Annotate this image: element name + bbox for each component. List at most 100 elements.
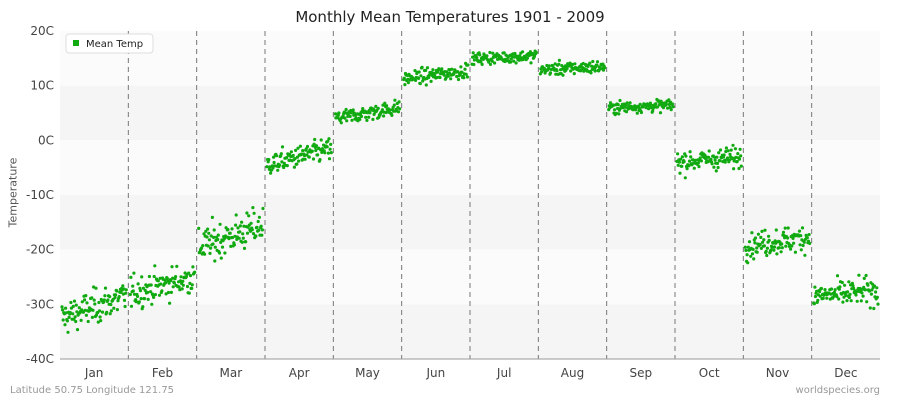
data-point [569, 69, 573, 73]
data-point [178, 279, 182, 283]
data-point [874, 290, 878, 294]
y-tick-label: -20C [26, 243, 54, 257]
data-point [307, 155, 311, 159]
data-point [624, 110, 629, 114]
data-point [547, 66, 551, 70]
data-point [860, 291, 864, 295]
data-point [462, 76, 466, 80]
data-point [72, 317, 76, 321]
data-point [864, 273, 868, 278]
data-point [198, 250, 202, 254]
data-point [235, 237, 239, 241]
data-point [181, 283, 185, 287]
data-point [92, 285, 96, 289]
data-point [323, 151, 327, 155]
data-point [376, 106, 380, 110]
data-point [529, 61, 533, 65]
data-point [124, 288, 128, 292]
data-point [328, 147, 332, 151]
data-point [393, 98, 397, 102]
data-point [71, 304, 75, 308]
data-point [679, 157, 683, 161]
data-point [823, 288, 827, 292]
data-point [122, 298, 127, 302]
data-point [835, 274, 840, 278]
data-point [466, 63, 470, 67]
data-point [746, 245, 750, 249]
data-point [739, 154, 743, 158]
legend-label: Mean Temp [86, 39, 143, 50]
data-point [259, 224, 263, 228]
data-point [868, 306, 872, 310]
data-point [421, 79, 425, 83]
data-point [762, 244, 767, 248]
data-point [234, 213, 238, 217]
data-point [121, 284, 125, 288]
data-point [226, 228, 230, 232]
data-point [131, 284, 135, 288]
data-point [493, 61, 497, 65]
data-point [188, 281, 192, 285]
data-point [875, 295, 880, 299]
data-point [123, 304, 127, 309]
data-point [638, 102, 642, 106]
data-point [213, 259, 217, 263]
data-point [736, 152, 740, 156]
data-point [180, 287, 184, 291]
data-point [509, 60, 513, 64]
data-point [166, 290, 171, 295]
data-point [254, 234, 258, 238]
data-point [737, 157, 742, 161]
data-point [159, 282, 163, 286]
data-point [855, 299, 859, 303]
data-point [803, 253, 807, 257]
data-point [252, 211, 256, 215]
data-point [618, 98, 622, 103]
data-point [187, 271, 191, 275]
data-point [676, 163, 680, 167]
data-point [73, 315, 77, 319]
data-point [770, 245, 774, 249]
data-point [789, 247, 793, 251]
data-point [534, 50, 538, 55]
data-point [351, 108, 355, 112]
data-point [603, 66, 607, 70]
data-point [124, 291, 128, 295]
data-point [792, 241, 796, 245]
data-point [488, 62, 493, 66]
data-point [438, 75, 442, 80]
data-point [84, 294, 88, 298]
x-tick-label: Feb [152, 366, 173, 380]
data-point [750, 252, 755, 256]
data-point [812, 302, 816, 306]
data-point [749, 254, 753, 258]
data-point [758, 242, 762, 246]
data-point [425, 66, 430, 70]
x-tick-label: Sep [630, 366, 653, 380]
data-point [311, 157, 316, 161]
data-point [862, 285, 866, 289]
data-point [680, 155, 685, 159]
data-point [870, 288, 874, 292]
data-point [759, 246, 764, 250]
data-point [801, 243, 805, 248]
data-point [625, 101, 629, 105]
data-point [751, 247, 755, 251]
data-point [644, 106, 648, 110]
data-point [303, 157, 307, 161]
data-point [313, 137, 317, 142]
data-point [138, 289, 143, 293]
data-point [285, 156, 289, 160]
data-point [205, 235, 209, 239]
data-point [109, 309, 113, 313]
data-point [274, 154, 279, 158]
data-point [397, 100, 401, 104]
data-point [616, 103, 620, 107]
data-point [146, 297, 150, 301]
data-point [314, 144, 318, 148]
data-point [385, 104, 389, 108]
data-point [364, 115, 368, 119]
data-point [771, 241, 775, 245]
data-point [844, 293, 848, 297]
data-point [829, 287, 834, 291]
